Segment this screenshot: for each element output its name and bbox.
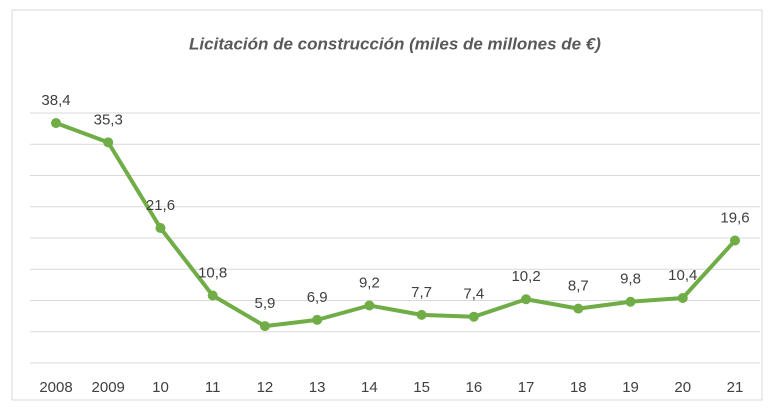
data-label: 7,7 <box>411 284 432 301</box>
data-label: 35,3 <box>94 111 123 128</box>
point <box>468 311 479 322</box>
x-tick-label: 16 <box>466 379 483 396</box>
point <box>573 303 584 314</box>
point <box>207 290 218 301</box>
point <box>51 118 61 128</box>
series-line <box>55 121 737 329</box>
data-label: 38,4 <box>41 92 70 109</box>
data-label: 8,7 <box>568 278 589 295</box>
point <box>730 235 740 246</box>
x-tick-label: 2009 <box>92 379 125 396</box>
x-tick-label: 18 <box>570 379 587 396</box>
point <box>416 309 427 320</box>
x-tick-label: 15 <box>413 379 430 396</box>
data-label: 10,2 <box>511 268 540 285</box>
point <box>312 314 323 325</box>
point <box>364 300 375 311</box>
x-tick-label: 12 <box>257 379 274 396</box>
point <box>155 223 166 233</box>
data-label: 9,8 <box>620 271 641 288</box>
point <box>625 296 636 307</box>
data-label: 10,8 <box>198 264 227 281</box>
x-tick-label: 13 <box>309 379 326 396</box>
data-label: 10,4 <box>668 267 697 284</box>
x-tick-label: 21 <box>727 379 744 396</box>
x-tick-label: 11 <box>205 379 221 396</box>
x-tick-label: 2008 <box>39 379 72 396</box>
x-tick-label: 10 <box>152 379 169 396</box>
x-tick-label: 20 <box>674 379 691 396</box>
x-tick-label: 17 <box>518 379 535 396</box>
chart-title: Licitación de construcción (miles de mil… <box>189 34 601 53</box>
data-label: 19,6 <box>720 209 749 226</box>
data-label: 6,9 <box>307 289 328 306</box>
point <box>521 294 532 305</box>
data-label: 7,4 <box>463 286 484 303</box>
point <box>677 293 688 303</box>
x-tick-label: 19 <box>622 379 639 396</box>
chart-border <box>11 9 763 401</box>
x-tick-label: 14 <box>361 379 378 396</box>
data-label: 9,2 <box>359 274 380 291</box>
point <box>259 321 270 332</box>
data-label: 5,9 <box>254 295 275 312</box>
data-label: 21,6 <box>146 197 175 214</box>
point <box>103 137 114 148</box>
